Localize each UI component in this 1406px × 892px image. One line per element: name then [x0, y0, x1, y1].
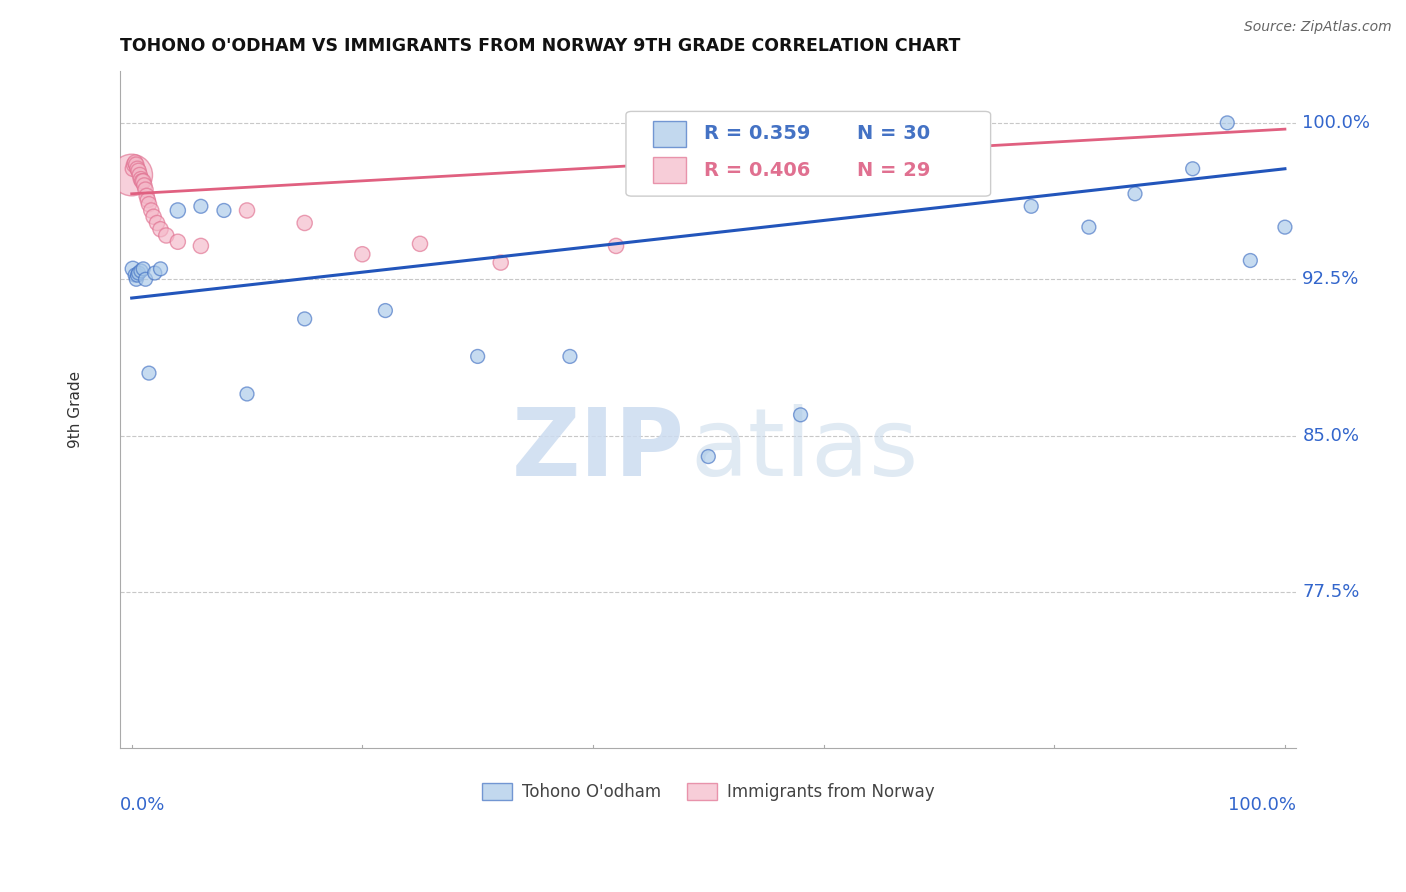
Point	[134, 183, 156, 197]
Point	[352, 247, 374, 261]
Point	[134, 272, 156, 286]
Point	[236, 203, 259, 218]
Point	[132, 174, 155, 188]
Text: 85.0%: 85.0%	[1302, 426, 1360, 445]
Point	[121, 161, 143, 176]
Point	[697, 450, 720, 464]
Text: TOHONO O'ODHAM VS IMMIGRANTS FROM NORWAY 9TH GRADE CORRELATION CHART: TOHONO O'ODHAM VS IMMIGRANTS FROM NORWAY…	[120, 37, 960, 55]
Text: N = 30: N = 30	[856, 124, 929, 144]
Point	[125, 272, 148, 286]
Point	[1216, 116, 1239, 130]
Point	[141, 203, 163, 218]
Point	[1123, 186, 1146, 201]
Point	[128, 168, 150, 182]
Point	[121, 261, 143, 276]
Text: R = 0.359: R = 0.359	[703, 124, 810, 144]
Point	[128, 164, 150, 178]
Point	[128, 266, 150, 280]
Legend: Tohono O'odham, Immigrants from Norway: Tohono O'odham, Immigrants from Norway	[475, 776, 941, 808]
Text: 92.5%: 92.5%	[1302, 270, 1360, 288]
Point	[1181, 161, 1204, 176]
Point	[294, 216, 316, 230]
Point	[142, 210, 165, 224]
Point	[1239, 253, 1261, 268]
Text: 100.0%: 100.0%	[1302, 114, 1371, 132]
Point	[124, 268, 146, 282]
Point	[146, 216, 169, 230]
FancyBboxPatch shape	[626, 112, 991, 196]
Bar	[652, 158, 686, 183]
Point	[166, 203, 188, 218]
Text: atlas: atlas	[690, 404, 920, 496]
Point	[409, 236, 432, 251]
Point	[950, 120, 973, 134]
Point	[129, 172, 152, 186]
Text: ZIP: ZIP	[512, 404, 685, 496]
Point	[190, 199, 212, 213]
Text: R = 0.406: R = 0.406	[703, 161, 810, 180]
Point	[136, 193, 159, 207]
Text: 9th Grade: 9th Grade	[67, 371, 83, 448]
Point	[1274, 220, 1296, 235]
Point	[155, 228, 177, 243]
Point	[134, 178, 156, 193]
Point	[1077, 220, 1099, 235]
Point	[236, 387, 259, 401]
Point	[143, 266, 166, 280]
Point	[1019, 199, 1042, 213]
Text: 0.0%: 0.0%	[120, 796, 166, 814]
Point	[132, 261, 155, 276]
Point	[127, 268, 149, 282]
Point	[127, 161, 149, 176]
Point	[789, 408, 811, 422]
Bar	[652, 121, 686, 146]
Point	[558, 350, 581, 364]
Point	[190, 239, 212, 253]
Point	[149, 222, 172, 236]
Point	[489, 255, 512, 269]
Point	[149, 261, 172, 276]
Point	[294, 312, 316, 326]
Point	[131, 174, 153, 188]
Point	[122, 158, 145, 172]
Point	[129, 264, 152, 278]
Point	[166, 235, 188, 249]
Text: 100.0%: 100.0%	[1229, 796, 1296, 814]
Point	[374, 303, 396, 318]
Text: N = 29: N = 29	[856, 161, 929, 180]
Point	[135, 189, 157, 203]
Point	[467, 350, 489, 364]
Point	[138, 197, 160, 211]
Point	[124, 155, 146, 169]
Point	[125, 158, 148, 172]
Point	[121, 168, 143, 182]
Text: 77.5%: 77.5%	[1302, 583, 1360, 601]
Point	[138, 366, 160, 380]
Point	[605, 239, 627, 253]
Point	[870, 116, 893, 130]
Text: Source: ZipAtlas.com: Source: ZipAtlas.com	[1244, 20, 1392, 34]
Point	[212, 203, 235, 218]
